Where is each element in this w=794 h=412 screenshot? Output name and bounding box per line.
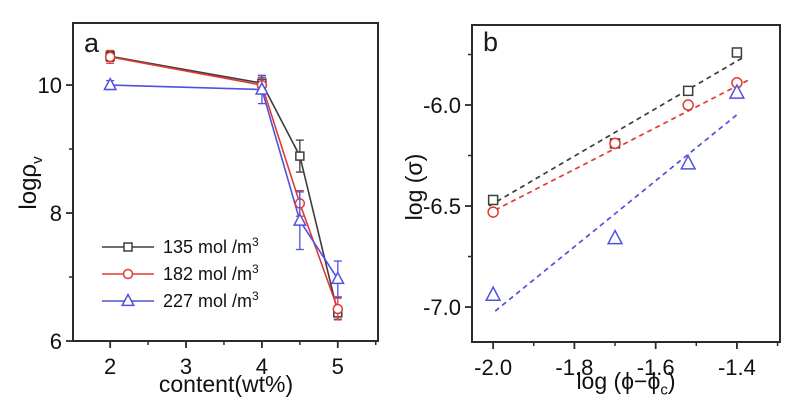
- legend-item-1823: 182 mol /m3: [102, 260, 259, 287]
- x-tick-label: -1.6: [637, 355, 675, 380]
- panel-a-y-axis-label: logρv: [14, 156, 46, 210]
- panel-a-x-axis-label: content(wt%): [158, 371, 294, 397]
- x-tick-label: 4: [256, 354, 268, 379]
- triangle-marker: [254, 81, 269, 95]
- triangle-legend-key-icon: [102, 292, 154, 306]
- circle-marker: [487, 206, 499, 218]
- circle-legend-key-icon: [102, 268, 154, 279]
- fit-line: [494, 78, 750, 211]
- circle-marker: [682, 99, 694, 111]
- legend-label: 182 mol /m3: [163, 262, 259, 284]
- y-tick-label: 8: [50, 201, 62, 226]
- plot-frame: [72, 22, 379, 342]
- fit-line: [494, 112, 740, 312]
- series-line: [110, 55, 339, 314]
- series-line: [110, 56, 339, 310]
- panel-b-x-axis-label: log (ϕ−ϕc): [576, 368, 676, 399]
- y-tick-label: -7.0: [423, 295, 461, 320]
- x-tick-label: 2: [104, 354, 116, 379]
- series-square: [487, 47, 743, 206]
- panel-b-letter: b: [483, 27, 499, 57]
- panel-b-y-axis-label: log (σ): [400, 153, 427, 221]
- legend-label: 227 mol /m3: [163, 289, 259, 311]
- square-marker: [731, 47, 743, 58]
- square-marker: [123, 241, 133, 252]
- x-tick-label: -1.8: [555, 355, 593, 380]
- circle-marker: [332, 303, 344, 315]
- panel-a-plot: 2 3 4 5 6 8 10: [38, 22, 379, 379]
- circle-marker: [104, 51, 116, 63]
- legend-item-2273: 227 mol /m3: [102, 287, 259, 314]
- square-marker: [295, 151, 305, 161]
- square-legend-key-icon: [102, 241, 154, 252]
- series-triangle: [103, 74, 345, 298]
- x-tick-label: -1.4: [718, 355, 756, 380]
- axis-ticks: 2 3 4 5 6 8 10: [38, 73, 377, 379]
- triangle-marker: [330, 270, 345, 285]
- square-marker: [682, 85, 694, 97]
- series-circle: [487, 77, 743, 218]
- triangle-marker: [484, 285, 502, 301]
- y-tick-label: -6.5: [423, 194, 461, 219]
- panel-b-plot: -2.0 -1.8 -1.6 -1.4 -7.0 -6.5 -6.0: [423, 24, 781, 380]
- triangle-marker: [292, 212, 307, 226]
- x-tick-label: 3: [180, 354, 192, 379]
- triangle-marker: [680, 154, 697, 170]
- circle-marker: [122, 268, 134, 279]
- axis-ticks: -2.0 -1.8 -1.6 -1.4 -7.0 -6.5 -6.0: [423, 53, 779, 380]
- y-tick-label: 6: [50, 329, 62, 354]
- x-tick-label: -2.0: [474, 355, 512, 380]
- triangle-marker: [606, 228, 624, 245]
- series-line: [110, 84, 339, 280]
- square-marker: [487, 194, 499, 206]
- panel-a-legend: 135 mol /m3 182 mol /m3 227 mol /m3: [102, 233, 259, 314]
- x-tick-label: 5: [332, 354, 344, 379]
- legend-item-1353: 135 mol /m3: [102, 233, 259, 260]
- plot-frame: [471, 24, 781, 343]
- fit-line: [488, 56, 744, 207]
- triangle-marker: [103, 76, 118, 91]
- series-triangle: [484, 83, 746, 301]
- panel-a-letter: a: [84, 28, 100, 58]
- triangle-marker: [121, 292, 135, 306]
- y-tick-label: 10: [38, 73, 62, 98]
- legend-label: 135 mol /m3: [163, 235, 259, 257]
- triangle-marker: [728, 83, 746, 99]
- y-tick-label: -6.0: [423, 93, 461, 118]
- circle-marker: [609, 137, 621, 150]
